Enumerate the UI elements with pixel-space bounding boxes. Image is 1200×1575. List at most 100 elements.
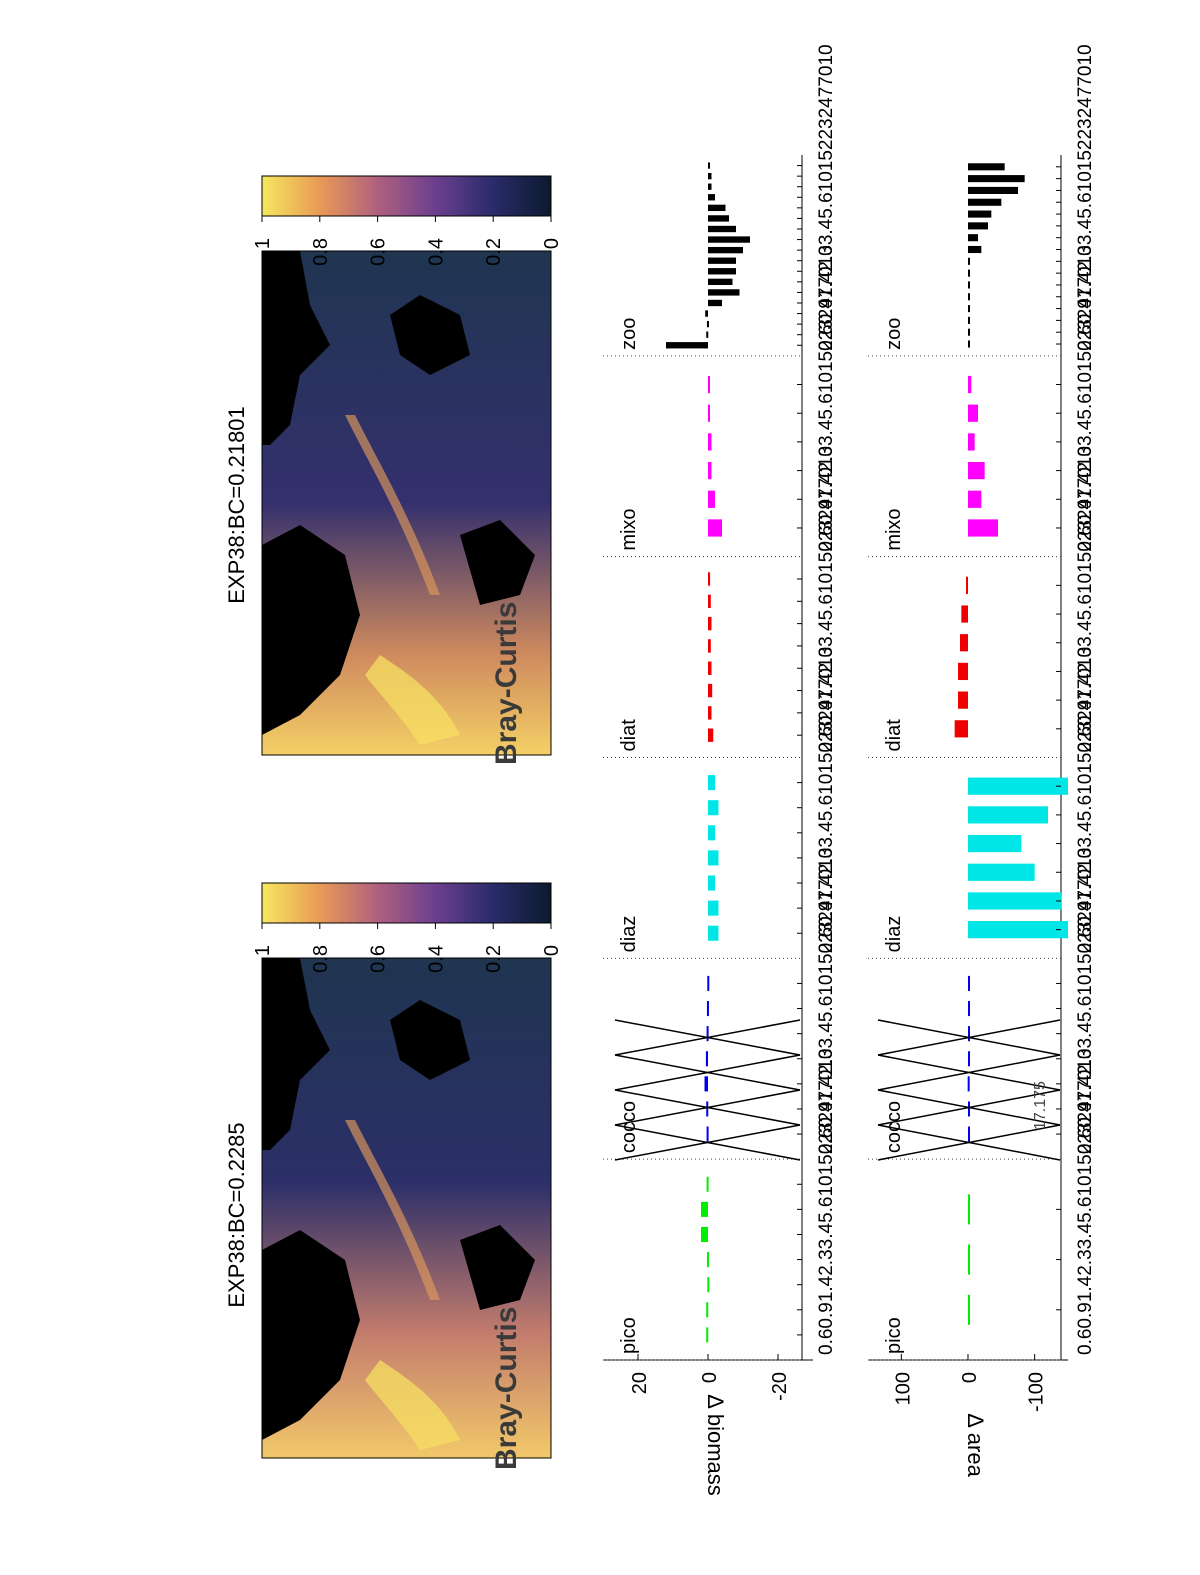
colorbar-tick-label: 0.2 xyxy=(483,945,505,973)
bar xyxy=(701,1226,708,1243)
cross-marker xyxy=(614,1089,801,1126)
bar xyxy=(708,246,743,254)
bar xyxy=(708,204,726,212)
bar xyxy=(968,328,970,336)
x-tick-label: 0.60.91.42.33.45.610152232477010 xyxy=(1075,848,1096,1154)
x-tick-label: 0.60.91.42.33.45.610152232477010 xyxy=(816,848,837,1154)
map-title: EXP38:BC=0.2285 xyxy=(224,1122,249,1307)
bar xyxy=(708,268,736,275)
bar xyxy=(968,222,988,230)
bar xyxy=(706,331,709,338)
group-label: mixo xyxy=(883,508,905,550)
bar xyxy=(666,342,708,349)
colorbar-tick-label: 1 xyxy=(252,945,274,956)
bar xyxy=(708,215,729,222)
bar xyxy=(706,320,709,328)
bar xyxy=(708,661,712,675)
bar xyxy=(968,404,978,422)
bar xyxy=(968,921,1068,939)
bar xyxy=(968,186,1018,194)
continent-shape xyxy=(390,1000,470,1080)
colorbar-gradient xyxy=(261,175,552,217)
group-label: diaz xyxy=(618,916,640,953)
bar xyxy=(708,594,711,608)
bar xyxy=(708,194,715,201)
group-label: diat xyxy=(618,719,640,752)
bar xyxy=(707,975,710,991)
colorbar-tick-label: 0.8 xyxy=(310,945,332,973)
colorbar-2: 0 0.2 0.4 0.6 0.8 1 xyxy=(252,175,563,266)
colorbar-tick-label: 1 xyxy=(252,238,274,249)
bar xyxy=(968,340,970,348)
cross-marker xyxy=(614,1054,801,1091)
group-label: pico xyxy=(618,1317,640,1354)
group-label: pico xyxy=(883,1317,905,1354)
bar xyxy=(708,375,710,394)
y-axis-label: Δ biomass xyxy=(703,1394,728,1496)
colorbar-gradient xyxy=(261,882,552,924)
x-tick-label: 0.60.91.42.33.45.610152232477010 xyxy=(1075,446,1096,752)
bar xyxy=(708,900,719,916)
bar xyxy=(706,1176,709,1192)
map-title: EXP38:BC=0.21801 xyxy=(224,406,249,604)
bar xyxy=(968,777,1068,795)
bar xyxy=(968,245,982,254)
bar xyxy=(968,1101,970,1117)
bar xyxy=(708,289,740,296)
bar xyxy=(968,490,982,508)
bar xyxy=(708,433,712,451)
map-overlay-label: Bray-Curtis xyxy=(490,602,523,765)
bar xyxy=(968,519,998,537)
bar xyxy=(706,1001,709,1017)
group-label: zoo xyxy=(618,318,640,350)
x-tick-label: 0.60.91.42.33.45.610152232477010 xyxy=(1075,245,1096,551)
bar xyxy=(708,519,722,537)
bar xyxy=(968,257,970,265)
group-label: diat xyxy=(883,719,905,752)
y-tick-label: 20 xyxy=(629,1372,651,1394)
bar xyxy=(701,1201,708,1217)
bar xyxy=(706,1126,709,1142)
chart-biomass: 20 0 -20Δ biomasspicococcodiazdiatmixozoo0… xyxy=(603,44,837,1496)
colorbar-tick-label: 0.4 xyxy=(425,945,447,973)
y-axis-label: Δ area xyxy=(963,1413,988,1477)
bar xyxy=(708,461,712,480)
x-tick-label: 0.60.91.42.33.45.610152232477010 xyxy=(816,245,837,551)
bar xyxy=(968,198,1002,206)
bar xyxy=(968,1051,970,1067)
colorbar-tick-label: 0 xyxy=(541,238,563,249)
bar xyxy=(968,305,970,313)
bar xyxy=(705,1051,708,1067)
bar xyxy=(968,834,1022,853)
bar xyxy=(966,576,968,594)
continent-shape xyxy=(262,958,330,1150)
annotation-label: 17.175 xyxy=(1032,1081,1049,1130)
map-panel-1: Bray-Curtis EXP38:BC=0.2285 xyxy=(224,957,552,1470)
bar xyxy=(968,1294,970,1325)
bar xyxy=(968,863,1035,881)
bar xyxy=(968,461,985,480)
ocean-band xyxy=(365,1360,460,1450)
bar xyxy=(708,825,715,841)
bar xyxy=(708,299,722,307)
ocean-band xyxy=(345,415,440,595)
bar xyxy=(958,691,968,709)
bar xyxy=(708,162,710,169)
x-tick-label: 0.60.91.42.33.45.610152232477010 xyxy=(1075,1049,1096,1355)
bar xyxy=(968,375,972,394)
bar xyxy=(967,1076,970,1092)
bar xyxy=(708,257,736,264)
bar xyxy=(968,975,970,991)
bar xyxy=(708,616,712,631)
bar xyxy=(708,572,711,586)
bar xyxy=(968,1244,970,1275)
bar xyxy=(708,278,733,286)
bar xyxy=(954,720,968,738)
group-label: mixo xyxy=(618,508,640,550)
bar xyxy=(706,1302,709,1318)
x-tick-label: 0.60.91.42.33.45.610152232477010 xyxy=(816,44,837,350)
cross-marker xyxy=(877,1089,1061,1126)
colorbar-tick-label: 0.4 xyxy=(425,238,447,266)
ocean-band xyxy=(365,655,460,745)
bar xyxy=(707,1277,710,1293)
